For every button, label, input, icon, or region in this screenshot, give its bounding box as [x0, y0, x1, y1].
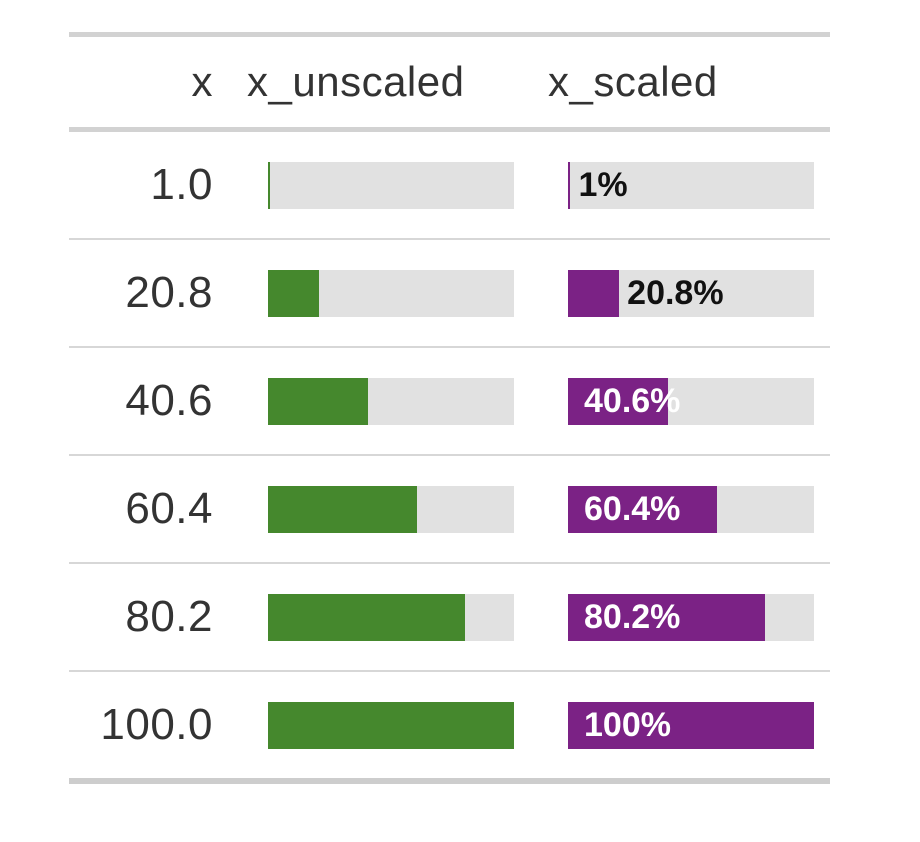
table-row: 60.4 60.4% — [69, 456, 830, 564]
x-value: 60.4 — [125, 484, 213, 533]
scaled-bar-track: 20.8% — [568, 269, 814, 317]
unscaled-bar-fill — [268, 485, 417, 533]
x-value: 40.6 — [125, 376, 213, 425]
column-header-x-scaled: x_scaled — [548, 58, 718, 105]
scaled-bar-fill — [568, 269, 620, 317]
scaled-bar-fill — [568, 485, 717, 533]
table-row: 80.2 80.2% — [69, 564, 830, 672]
unscaled-bar-cell — [235, 593, 520, 641]
unscaled-bar-track — [268, 161, 514, 209]
unscaled-bar-track — [268, 593, 514, 641]
scaled-bar-cell: 100% — [520, 701, 830, 749]
scaled-bar-fill — [568, 161, 571, 209]
table-row: 20.8 20.8% — [69, 240, 830, 348]
scaled-bar-label: 100% — [584, 706, 671, 744]
unscaled-bar-fill — [268, 161, 271, 209]
unscaled-bar-fill — [268, 377, 368, 425]
column-header-x: x — [191, 58, 213, 105]
scaled-bar-label: 40.6% — [584, 382, 681, 420]
scaled-bar-cell: 20.8% — [520, 269, 830, 317]
scaled-bar-track: 1% — [568, 161, 814, 209]
unscaled-bar-track — [268, 377, 514, 425]
unscaled-bar-cell — [235, 161, 520, 209]
unscaled-bar-fill — [268, 593, 466, 641]
scaled-bar-fill — [568, 593, 766, 641]
scaled-bar-cell: 40.6% — [520, 377, 830, 425]
unscaled-bar-track — [268, 269, 514, 317]
scaled-bar-label: 1% — [578, 166, 628, 204]
unscaled-bar-track — [268, 485, 514, 533]
scaled-bar-track: 80.2% — [568, 593, 814, 641]
x-value: 80.2 — [125, 592, 213, 641]
scaled-bar-cell: 80.2% — [520, 593, 830, 641]
scaled-bar-fill — [568, 377, 668, 425]
scaled-bar-label: 80.2% — [584, 598, 681, 636]
unscaled-bar-fill — [268, 269, 320, 317]
scaled-bar-track: 100% — [568, 701, 814, 749]
table-row: 100.0 100% — [69, 672, 830, 778]
data-table: x x_unscaled x_scaled 1.0 1% 20.8 — [69, 32, 830, 784]
unscaled-bar-cell — [235, 701, 520, 749]
table-row: 40.6 40.6% — [69, 348, 830, 456]
x-value: 1.0 — [150, 160, 213, 209]
table-header-row: x x_unscaled x_scaled — [69, 37, 830, 132]
scaled-bar-cell: 1% — [520, 161, 830, 209]
scaled-bar-label: 20.8% — [627, 274, 724, 312]
table-row: 1.0 1% — [69, 132, 830, 240]
unscaled-bar-track — [268, 701, 514, 749]
unscaled-bar-cell — [235, 377, 520, 425]
scaled-bar-fill — [568, 701, 814, 749]
scaled-bar-track: 60.4% — [568, 485, 814, 533]
unscaled-bar-cell — [235, 485, 520, 533]
scaled-bar-cell: 60.4% — [520, 485, 830, 533]
scaled-bar-label: 60.4% — [584, 490, 681, 528]
column-header-x-unscaled: x_unscaled — [247, 58, 465, 105]
unscaled-bar-fill — [268, 701, 514, 749]
x-value: 20.8 — [125, 268, 213, 317]
scaled-bar-track: 40.6% — [568, 377, 814, 425]
unscaled-bar-cell — [235, 269, 520, 317]
x-value: 100.0 — [100, 700, 213, 749]
